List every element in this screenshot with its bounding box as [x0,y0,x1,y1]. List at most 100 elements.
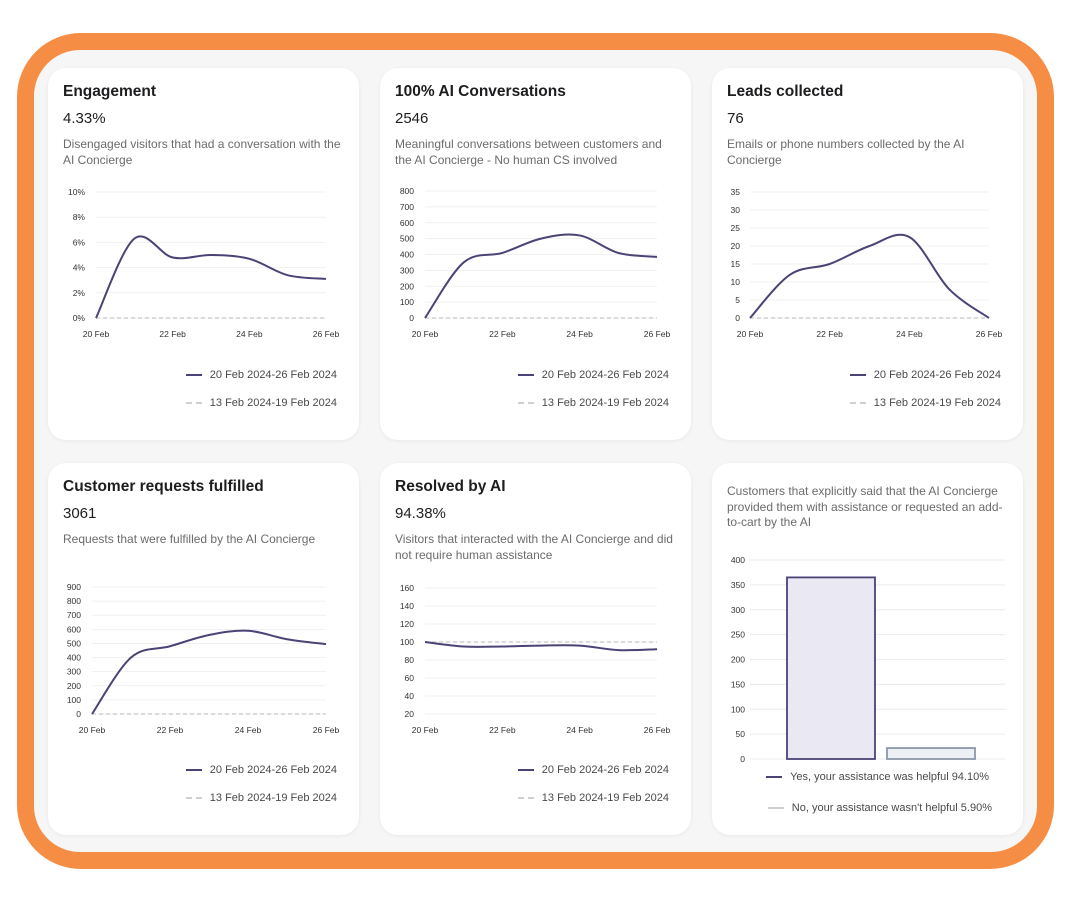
y-tick-label: 200 [67,681,81,691]
legend-swatch-icon [849,402,866,404]
y-tick-label: 0 [76,709,81,719]
series-line-current [91,629,327,715]
x-tick-label: 26 Feb [313,329,340,339]
legend-label: 20 Feb 2024-26 Feb 2024 [541,369,669,381]
y-tick-label: 400 [67,653,81,663]
x-tick-label: 22 Feb [157,725,184,735]
y-tick-label: 0% [73,313,86,323]
y-tick-label: 35 [731,187,741,197]
y-tick-label: 140 [400,601,414,611]
legend-swatch-icon [767,807,784,809]
legend-label: Yes, your assistance was helpful 94.10% [790,771,989,783]
series-line-current [424,233,658,319]
legend-swatch-icon [185,374,202,376]
bar-yes [786,576,876,760]
x-tick-label: 24 Feb [566,725,593,735]
y-tick-label: 350 [731,580,745,590]
x-tick-label: 22 Feb [159,329,186,339]
legend-label: 13 Feb 2024-19 Feb 2024 [209,792,337,804]
y-tick-label: 900 [67,582,81,592]
x-tick-label: 24 Feb [235,725,262,735]
x-tick-label: 24 Feb [566,329,593,339]
card-description: Customers that explicitly said that the … [727,484,1003,529]
y-tick-label: 60 [405,673,415,683]
y-tick-label: 600 [400,218,414,228]
legend-previous[interactable]: 13 Feb 2024-19 Feb 2024 [185,397,337,409]
x-tick-label: 26 Feb [644,725,671,735]
y-tick-label: 300 [67,667,81,677]
y-tick-label: 100 [67,695,81,705]
y-tick-label: 300 [400,265,414,275]
legend-no[interactable]: No, your assistance wasn't helpful 5.90% [767,802,992,814]
bar-chart: 0 50 100 150 200 250 300 350 400 [731,555,1005,764]
legend-label: 13 Feb 2024-19 Feb 2024 [541,397,669,409]
card-value: 3061 [63,505,97,522]
card-description: Emails or phone numbers collected by the… [727,137,965,167]
series-line-current [749,233,990,319]
y-tick-label: 15 [731,259,741,269]
y-tick-label: 500 [67,638,81,648]
legend-label: 13 Feb 2024-19 Feb 2024 [873,397,1001,409]
legend-label: No, your assistance wasn't helpful 5.90% [791,802,992,814]
x-tick-label: 20 Feb [412,329,439,339]
legend-yes[interactable]: Yes, your assistance was helpful 94.10% [766,771,989,783]
legend-current[interactable]: 20 Feb 2024-26 Feb 2024 [185,369,337,381]
legend-current[interactable]: 20 Feb 2024-26 Feb 2024 [517,764,669,776]
y-tick-label: 50 [736,729,746,739]
y-tick-label: 40 [405,691,415,701]
y-tick-label: 200 [731,655,745,665]
legend-swatch-icon [849,374,866,376]
legend-previous[interactable]: 13 Feb 2024-19 Feb 2024 [517,397,669,409]
legend-label: 13 Feb 2024-19 Feb 2024 [541,792,669,804]
x-tick-label: 22 Feb [489,725,516,735]
legend-label: 20 Feb 2024-26 Feb 2024 [209,369,337,381]
legend-swatch-icon [185,797,202,799]
legend-current[interactable]: 20 Feb 2024-26 Feb 2024 [517,369,669,381]
legend-label: 20 Feb 2024-26 Feb 2024 [541,764,669,776]
y-tick-label: 25 [731,223,741,233]
legend-current[interactable]: 20 Feb 2024-26 Feb 2024 [185,764,337,776]
y-tick-label: 200 [400,281,414,291]
y-tick-label: 300 [731,605,745,615]
series-line-current [95,235,327,319]
legend-previous[interactable]: 13 Feb 2024-19 Feb 2024 [517,792,669,804]
legend-swatch-icon [517,402,534,404]
y-tick-label: 400 [731,555,745,565]
x-tick-label: 24 Feb [236,329,263,339]
x-tick-label: 20 Feb [83,329,110,339]
legend-current[interactable]: 20 Feb 2024-26 Feb 2024 [849,369,1001,381]
y-tick-label: 10% [68,187,85,197]
card-resolved-by-ai: Resolved by AI 94.38% Visitors that inte… [380,463,691,835]
y-tick-label: 500 [400,234,414,244]
x-tick-label: 26 Feb [976,329,1003,339]
y-tick-label: 600 [67,624,81,634]
y-tick-label: 100 [400,637,414,647]
y-tick-label: 0 [409,313,414,323]
card-value: 2546 [395,110,429,127]
y-tick-label: 160 [400,583,414,593]
card-description: Disengaged visitors that had a conversat… [63,137,341,167]
y-tick-label: 2% [73,288,86,298]
y-tick-label: 20 [731,241,741,251]
y-tick-label: 4% [73,263,86,273]
legend-swatch-icon [185,769,202,771]
legend-previous[interactable]: 13 Feb 2024-19 Feb 2024 [849,397,1001,409]
card-value: 94.38% [395,505,446,522]
line-chart: 20 40 60 80 100 120 140 160 20 Feb 22 Feb 24 Feb 26… [400,583,671,735]
y-tick-label: 10 [731,277,741,287]
card-description: Visitors that interacted with the AI Con… [395,532,673,562]
card-description: Requests that were fulfilled by the AI C… [63,532,316,546]
card-title: Resolved by AI [395,478,506,495]
bar-no [886,747,976,760]
x-tick-label: 26 Feb [644,329,671,339]
legend-previous[interactable]: 13 Feb 2024-19 Feb 2024 [185,792,337,804]
x-tick-label: 24 Feb [896,329,923,339]
y-tick-label: 5 [735,295,740,305]
series-line-current [424,641,658,652]
card-value: 4.33% [63,110,106,127]
y-tick-label: 100 [400,297,414,307]
card-customer-requests: Customer requests fulfilled 3061 Request… [48,463,359,835]
card-value: 76 [727,110,744,127]
y-tick-label: 120 [400,619,414,629]
y-tick-label: 800 [400,186,414,196]
